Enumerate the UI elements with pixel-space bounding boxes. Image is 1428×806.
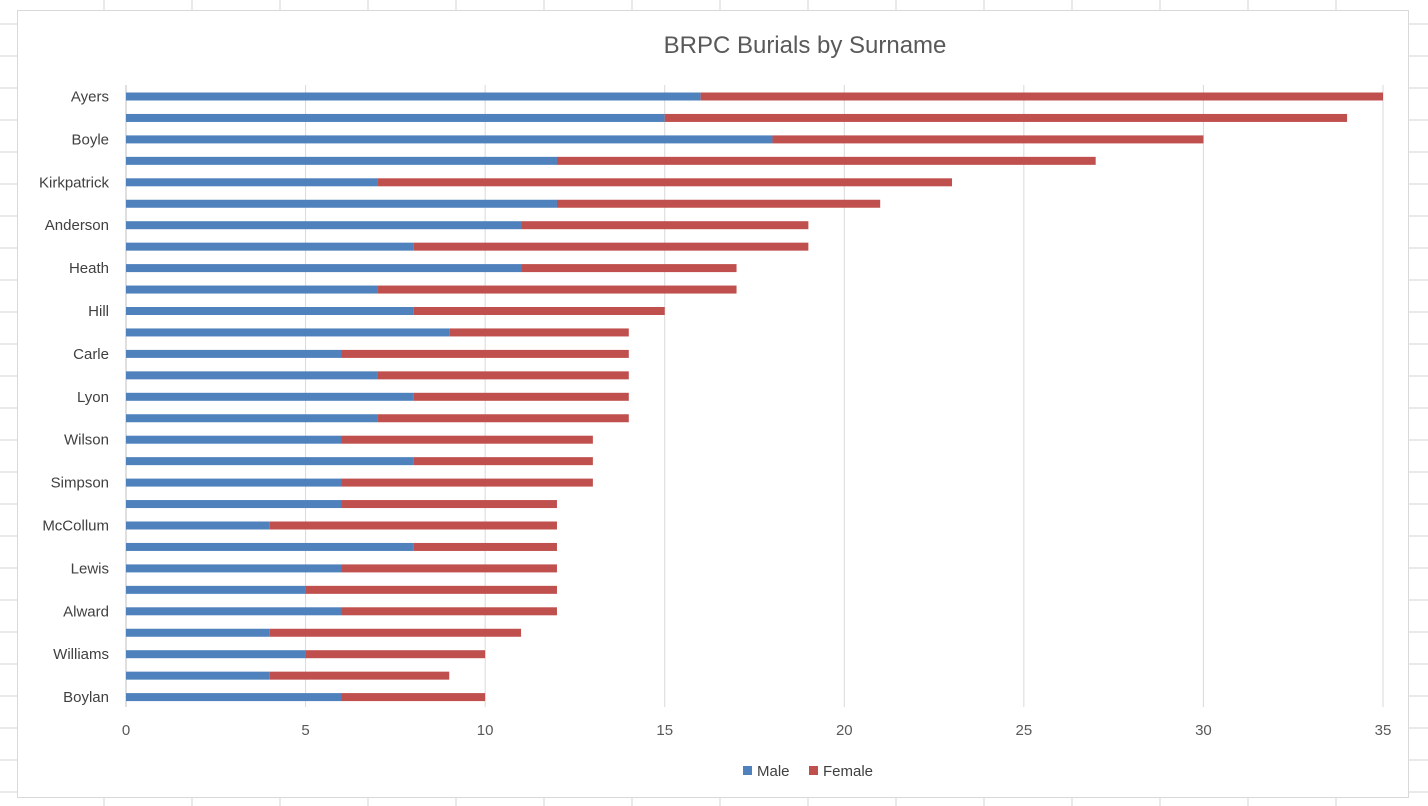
bar-male[interactable] (126, 671, 270, 680)
bar-male[interactable] (126, 435, 342, 444)
bar-male[interactable] (126, 135, 773, 144)
bar-male[interactable] (126, 500, 342, 509)
x-tick-label: 0 (122, 722, 130, 739)
bar-male[interactable] (126, 349, 342, 358)
bar-female[interactable] (413, 542, 557, 551)
bar-male[interactable] (126, 628, 270, 637)
bar-female[interactable] (341, 607, 557, 616)
bar-female[interactable] (664, 113, 1348, 122)
bar-male[interactable] (126, 328, 450, 337)
bar-male[interactable] (126, 199, 557, 208)
category-label: Williams (53, 646, 109, 663)
bar-female[interactable] (377, 371, 629, 380)
chart-title: BRPC Burials by Surname (664, 32, 947, 59)
bar-male[interactable] (126, 178, 378, 187)
bar-chart: BRPC Burials by Surname Ayers Boyle Kirkpa… (39, 32, 1392, 780)
bar-female[interactable] (341, 478, 593, 487)
bar-male[interactable] (126, 221, 522, 230)
gridlines (125, 85, 1384, 707)
bar-male[interactable] (126, 457, 414, 466)
bar-male[interactable] (126, 92, 701, 101)
bar-female[interactable] (341, 693, 486, 702)
bar-female[interactable] (449, 328, 629, 337)
bar-female[interactable] (413, 242, 809, 251)
bar-female[interactable] (341, 564, 557, 573)
x-tick-label: 25 (1016, 722, 1033, 739)
bar-female[interactable] (556, 199, 881, 208)
legend-swatch-female (809, 766, 818, 775)
bar-male[interactable] (126, 478, 342, 487)
bar-male[interactable] (126, 585, 306, 594)
legend-swatch-male (743, 766, 752, 775)
bar-male[interactable] (126, 264, 522, 273)
legend-label-male: Male (757, 763, 790, 780)
legend-label-female: Female (823, 763, 873, 780)
bar-female[interactable] (377, 414, 629, 423)
bar-male[interactable] (126, 693, 342, 702)
bar-female[interactable] (341, 435, 593, 444)
bar-female[interactable] (521, 221, 809, 230)
bar-female[interactable] (521, 264, 737, 273)
bar-female[interactable] (377, 285, 737, 294)
bar-male[interactable] (126, 392, 414, 401)
category-labels: Ayers Boyle Kirkpatrick Anderson Heath Hill Ca… (39, 89, 110, 707)
category-label: Heath (69, 260, 109, 277)
bar-female[interactable] (556, 156, 1096, 165)
bar-male[interactable] (126, 242, 414, 251)
category-label: Carle (73, 346, 109, 363)
bar-male[interactable] (126, 113, 665, 122)
category-label: Simpson (51, 475, 109, 492)
bar-female[interactable] (700, 92, 1383, 101)
x-tick-label: 30 (1195, 722, 1212, 739)
category-label: Wilson (64, 432, 109, 449)
bar-female[interactable] (413, 457, 593, 466)
category-label: Alward (63, 603, 109, 620)
bar-male[interactable] (126, 156, 557, 165)
x-tick-label: 5 (301, 722, 309, 739)
category-label: Ayers (71, 89, 109, 106)
category-label: Anderson (45, 217, 109, 234)
bar-female[interactable] (269, 628, 522, 637)
bar-male[interactable] (126, 607, 342, 616)
bar-male[interactable] (126, 285, 378, 294)
category-label: Hill (88, 303, 109, 320)
bar-female[interactable] (341, 349, 629, 358)
bar-female[interactable] (341, 500, 557, 509)
bar-female[interactable] (772, 135, 1204, 144)
x-tick-label: 15 (656, 722, 673, 739)
x-tick-label: 35 (1375, 722, 1392, 739)
category-label: Kirkpatrick (39, 174, 110, 191)
category-label: McCollum (42, 518, 109, 535)
bar-male[interactable] (126, 307, 414, 315)
bar-male[interactable] (126, 650, 306, 659)
category-label: Boylan (63, 689, 109, 706)
bar-female[interactable] (305, 650, 486, 659)
bar-female[interactable] (269, 671, 450, 680)
x-axis-ticks: 0 5 10 15 20 25 30 35 (122, 722, 1392, 739)
bar-male[interactable] (126, 414, 378, 423)
chart-area[interactable]: BRPC Burials by Surname Ayers Boyle Kirkpa… (17, 10, 1409, 798)
bar-male[interactable] (126, 542, 414, 551)
category-label: Lyon (77, 389, 109, 406)
x-tick-label: 10 (477, 722, 494, 739)
category-label: Boyle (71, 131, 109, 148)
legend[interactable]: Male Female (743, 763, 873, 780)
bar-female[interactable] (413, 307, 665, 315)
bar-male[interactable] (126, 521, 270, 530)
bar-male[interactable] (126, 371, 378, 380)
x-tick-label: 20 (836, 722, 853, 739)
bar-female[interactable] (413, 392, 629, 401)
bar-female[interactable] (305, 585, 557, 594)
bars (126, 92, 1383, 702)
category-label: Lewis (71, 560, 109, 577)
bar-female[interactable] (269, 521, 557, 530)
bar-female[interactable] (377, 178, 953, 187)
bar-male[interactable] (126, 564, 342, 573)
